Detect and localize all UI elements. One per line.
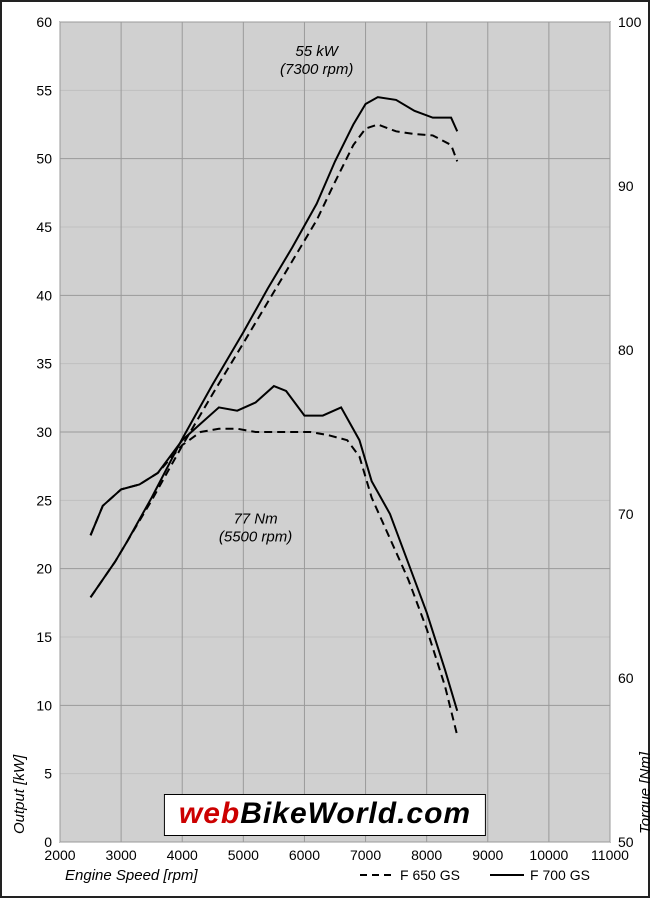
yl-axis-title: Output [kW] — [11, 754, 28, 834]
yl-tick-label: 15 — [36, 629, 52, 645]
watermark: webBikeWorld.com — [164, 794, 486, 836]
chart-container: 0510152025303540455055605060708090100200… — [0, 0, 650, 898]
x-tick-label: 10000 — [529, 847, 568, 863]
yr-tick-label: 90 — [618, 178, 634, 194]
x-tick-label: 5000 — [228, 847, 259, 863]
yr-tick-label: 80 — [618, 342, 634, 358]
yl-tick-label: 50 — [36, 151, 52, 167]
annotation-line2: (5500 rpm) — [219, 528, 292, 545]
x-tick-label: 2000 — [44, 847, 75, 863]
watermark-red: web — [179, 797, 240, 830]
yr-tick-label: 100 — [618, 14, 642, 30]
x-tick-label: 8000 — [411, 847, 442, 863]
annotation-line1: 77 Nm — [233, 511, 277, 528]
yl-tick-label: 25 — [36, 492, 52, 508]
yl-tick-label: 20 — [36, 561, 52, 577]
yl-tick-label: 10 — [36, 697, 52, 713]
chart-svg: 0510152025303540455055605060708090100200… — [2, 2, 650, 900]
series-f650-torque — [91, 429, 458, 736]
x-tick-label: 11000 — [591, 847, 629, 863]
yl-tick-label: 45 — [36, 219, 52, 235]
annotation-line2: (7300 rpm) — [280, 61, 353, 78]
yr-axis-title: Torque [Nm] — [637, 751, 650, 834]
yl-tick-label: 55 — [36, 82, 52, 98]
yr-tick-label: 60 — [618, 670, 634, 686]
x-tick-label: 3000 — [106, 847, 137, 863]
x-tick-label: 7000 — [350, 847, 381, 863]
x-tick-label: 4000 — [167, 847, 198, 863]
yl-tick-label: 35 — [36, 356, 52, 372]
annotation-line1: 55 kW — [295, 43, 339, 60]
watermark-black: BikeWorld.com — [240, 797, 471, 830]
x-tick-label: 9000 — [472, 847, 503, 863]
yl-tick-label: 40 — [36, 287, 52, 303]
yl-tick-label: 60 — [36, 14, 52, 30]
legend-label: F 650 GS — [400, 867, 460, 883]
legend-label: F 700 GS — [530, 867, 590, 883]
yr-tick-label: 70 — [618, 506, 634, 522]
x-axis-title: Engine Speed [rpm] — [65, 867, 198, 884]
yl-tick-label: 30 — [36, 424, 52, 440]
series-f700-torque — [91, 386, 458, 711]
x-tick-label: 6000 — [289, 847, 320, 863]
yl-tick-label: 5 — [44, 766, 52, 782]
